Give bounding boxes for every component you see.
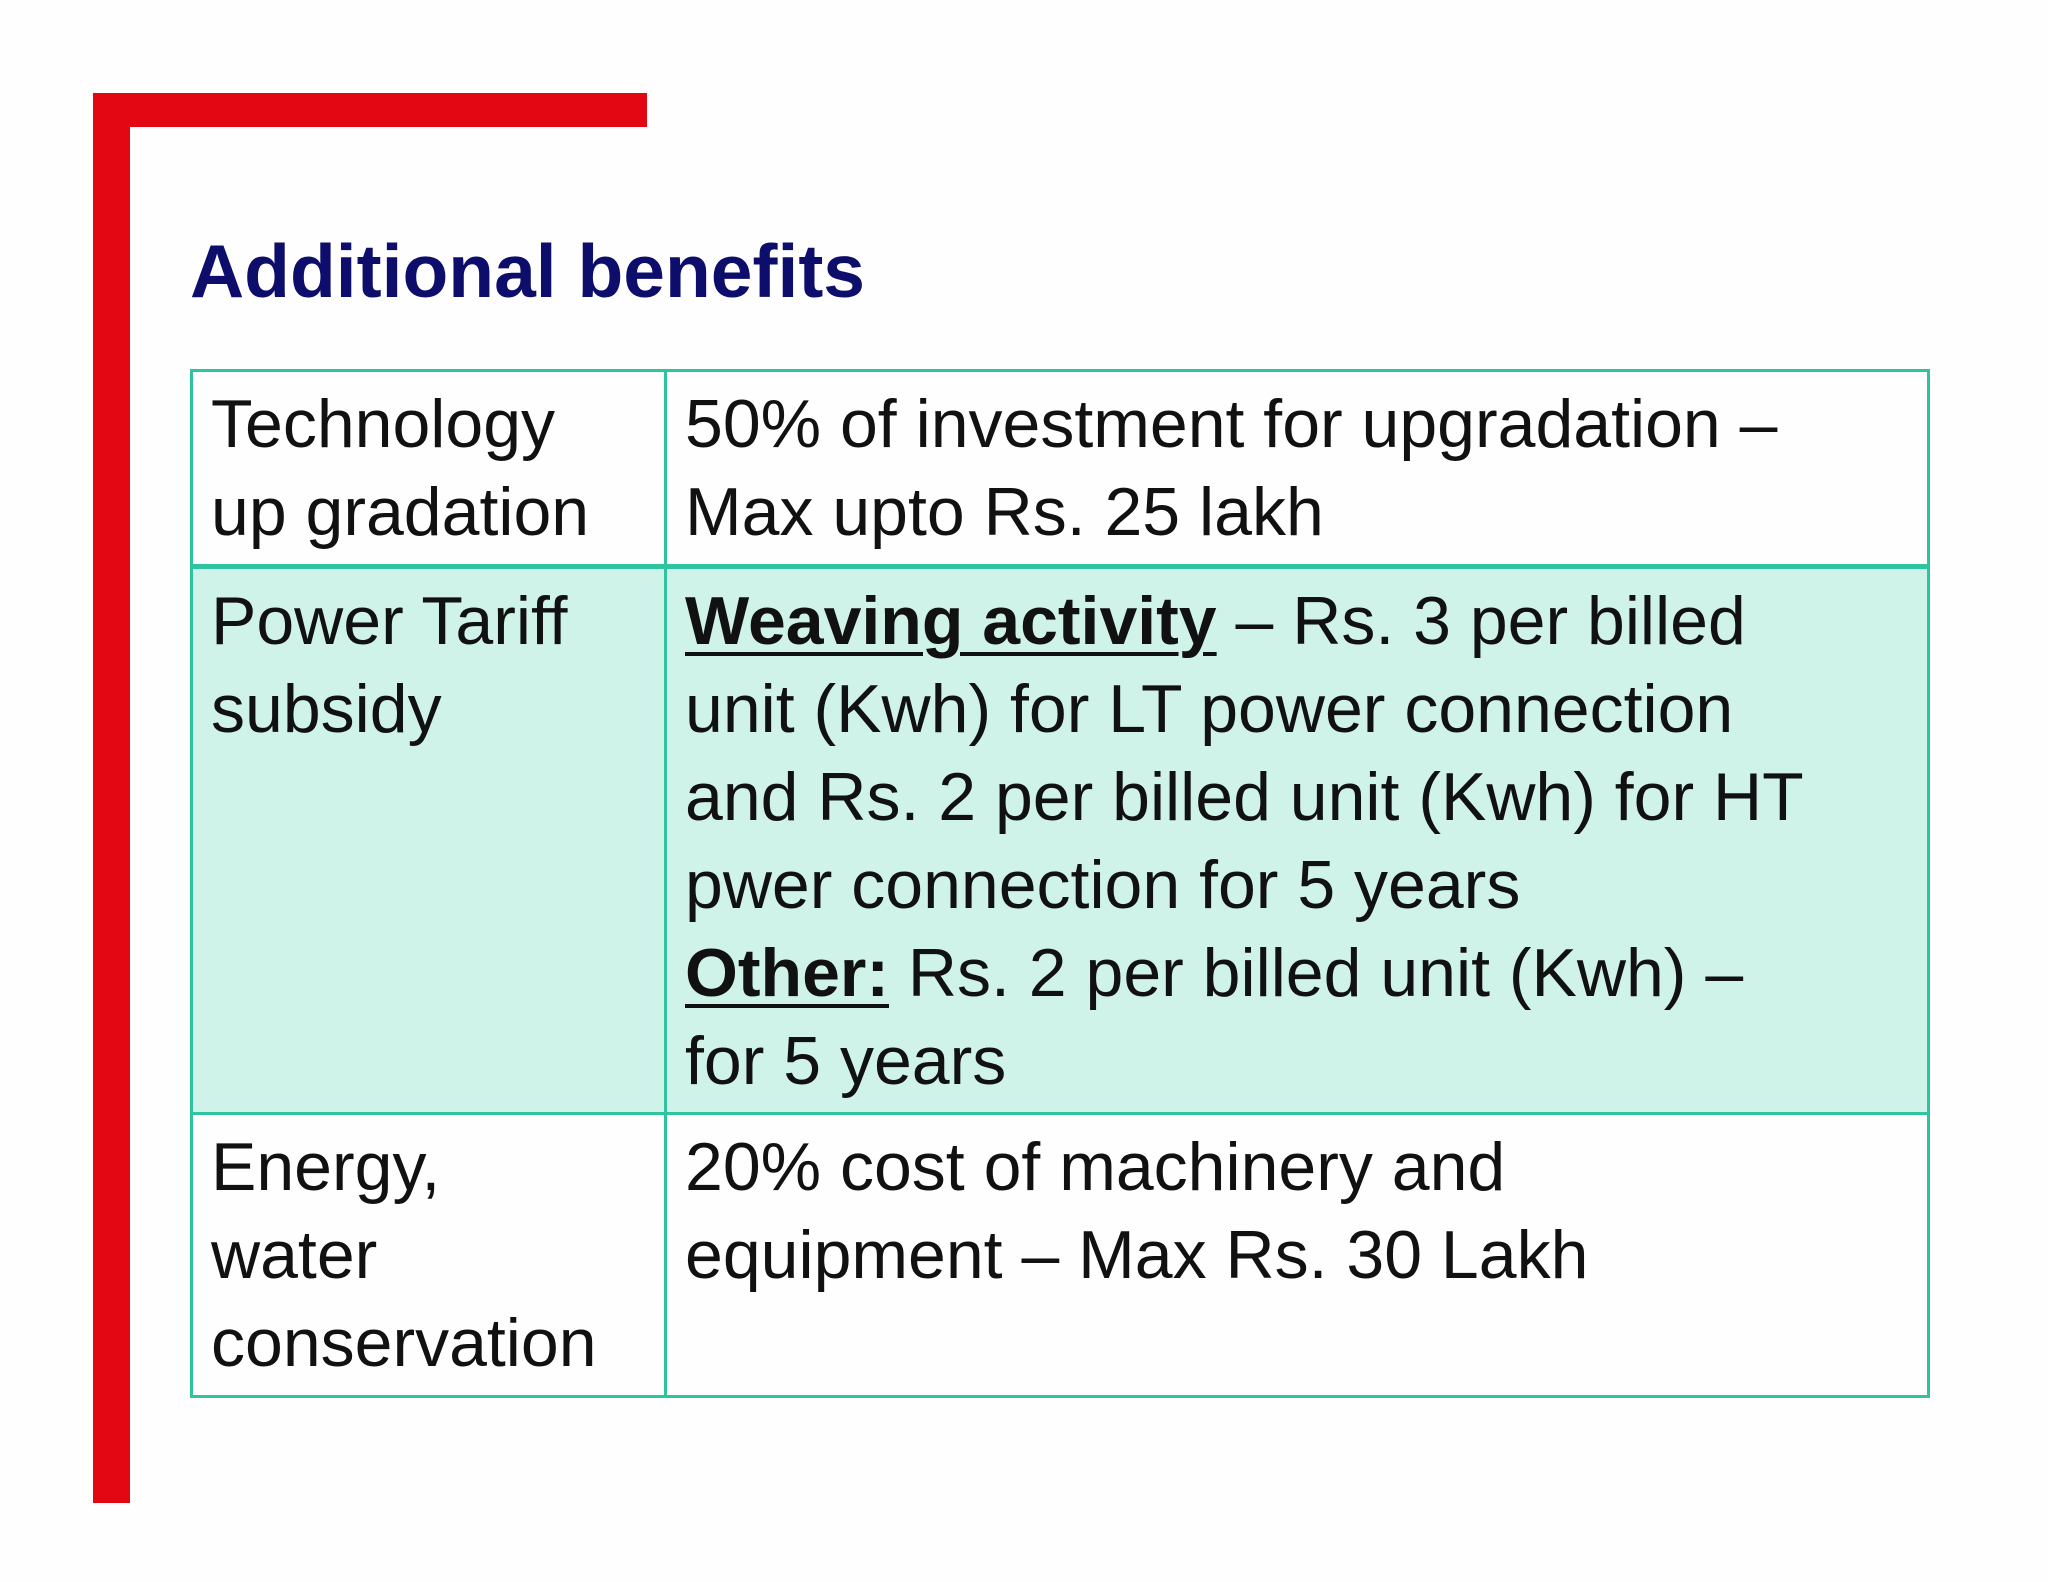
red-accent-bar-top bbox=[93, 93, 647, 127]
benefits-table: Technology up gradation 50% of investmen… bbox=[190, 369, 1930, 1398]
benefit-label-cell: Technology up gradation bbox=[190, 369, 667, 569]
benefit-label-line: water bbox=[211, 1217, 378, 1293]
benefit-detail-line: equipment – Max Rs. 30 Lakh bbox=[685, 1217, 1589, 1293]
red-accent-bar-left bbox=[93, 93, 130, 1503]
benefit-label-line: conservation bbox=[211, 1305, 597, 1381]
benefit-detail-cell: 20% cost of machinery and equipment – Ma… bbox=[664, 1112, 1930, 1398]
benefit-label-cell: Energy, water conservation bbox=[190, 1112, 667, 1398]
benefit-detail-line: pwer connection for 5 years bbox=[685, 847, 1521, 923]
benefit-detail-line: 50% of investment for upgradation – bbox=[685, 386, 1778, 462]
benefit-label-line: subsidy bbox=[211, 671, 442, 747]
benefit-detail-line: for 5 years bbox=[685, 1023, 1007, 1099]
benefit-detail-line: unit (Kwh) for LT power connection bbox=[685, 671, 1734, 747]
slide-title: Additional benefits bbox=[190, 229, 865, 313]
benefit-detail-line: 20% cost of machinery and bbox=[685, 1129, 1506, 1205]
table-row: Energy, water conservation 20% cost of m… bbox=[190, 1112, 1930, 1398]
benefit-detail-line: and Rs. 2 per billed unit (Kwh) for HT bbox=[685, 759, 1804, 835]
benefit-detail-line: Max upto Rs. 25 lakh bbox=[685, 474, 1324, 550]
benefit-label-line: Technology bbox=[211, 386, 556, 462]
benefit-label-cell: Power Tariff subsidy bbox=[190, 565, 667, 1115]
benefit-label-line: Power Tariff bbox=[211, 583, 568, 659]
other-text: Rs. 2 per billed unit (Kwh) – bbox=[889, 935, 1744, 1011]
benefit-label-line: Energy, bbox=[211, 1129, 441, 1205]
weaving-activity-heading: Weaving activity bbox=[685, 583, 1217, 659]
benefit-detail-cell: 50% of investment for upgradation – Max … bbox=[664, 369, 1930, 569]
other-heading: Other: bbox=[685, 935, 889, 1011]
table-row: Power Tariff subsidy Weaving activity – … bbox=[190, 565, 1930, 1115]
weaving-activity-text: – Rs. 3 per billed bbox=[1216, 583, 1746, 659]
benefit-label-line: up gradation bbox=[211, 474, 590, 550]
benefit-detail-cell: Weaving activity – Rs. 3 per billed unit… bbox=[664, 565, 1930, 1115]
benefit-detail-line: Weaving activity – Rs. 3 per billed bbox=[685, 577, 1909, 665]
table-row: Technology up gradation 50% of investmen… bbox=[190, 369, 1930, 569]
benefit-detail-line: Other: Rs. 2 per billed unit (Kwh) – bbox=[685, 929, 1909, 1017]
